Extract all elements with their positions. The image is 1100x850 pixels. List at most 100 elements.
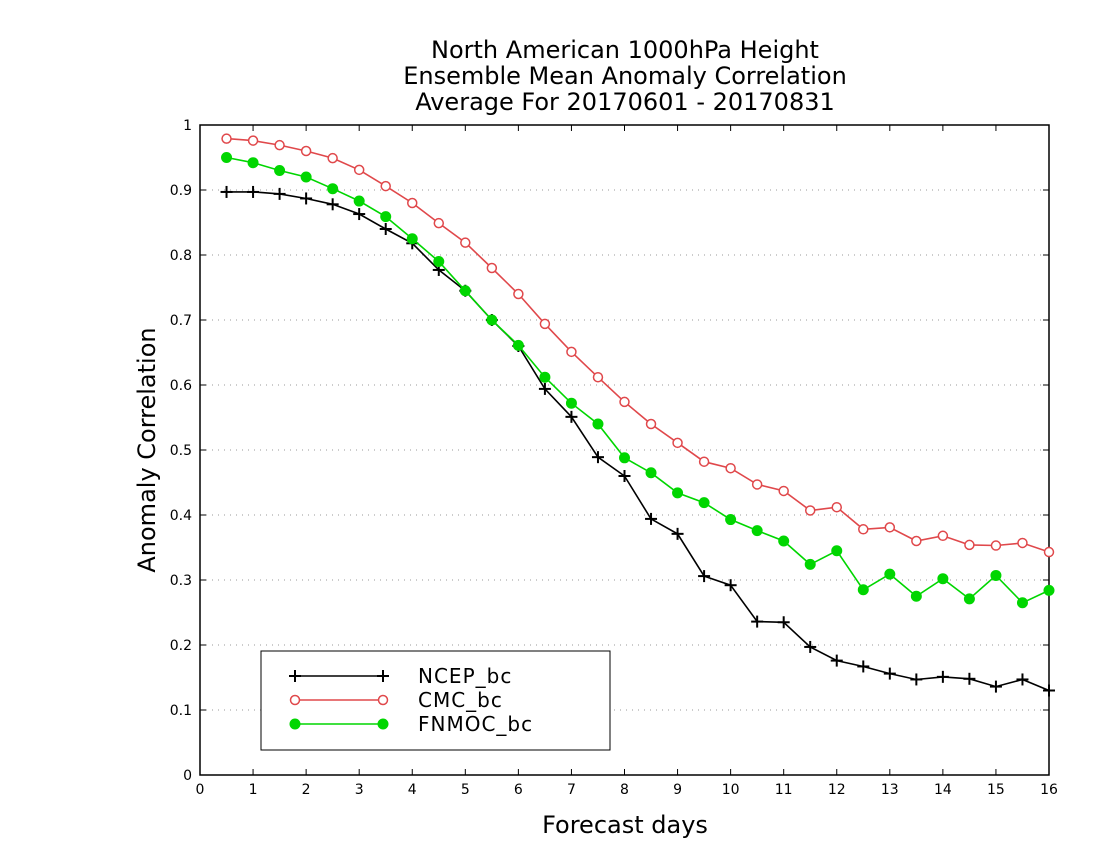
data-point-ncep-bc — [273, 187, 286, 200]
data-point-cmc-bc — [1043, 546, 1055, 558]
data-series — [220, 133, 1055, 697]
legend-marker-start — [289, 670, 301, 682]
x-tick-label: 9 — [673, 782, 682, 798]
x-tick-label: 6 — [514, 782, 523, 798]
data-point-ncep-bc — [591, 451, 604, 464]
data-point-fnmoc-bc — [804, 558, 816, 570]
data-point-cmc-bc — [460, 237, 471, 248]
data-point-ncep-bc — [645, 512, 658, 525]
data-point-ncep-bc — [538, 382, 551, 395]
legend-label: FNMOC_bc — [418, 712, 533, 736]
series-line-fnmoc-bc — [226, 156, 1050, 604]
data-point-cmc-bc — [407, 197, 418, 209]
data-point-ncep-bc — [830, 654, 843, 667]
data-point-ncep-bc — [565, 410, 578, 423]
data-point-fnmoc-bc — [645, 467, 657, 479]
data-point-fnmoc-bc — [300, 171, 312, 183]
y-tick-label: 0.8 — [170, 248, 192, 264]
x-tick-label: 0 — [196, 782, 205, 798]
data-point-cmc-bc — [725, 462, 736, 474]
y-tick-label: 0 — [183, 768, 192, 784]
chart-title-line: Ensemble Mean Anomaly Correlation — [403, 62, 847, 90]
data-point-cmc-bc — [513, 288, 524, 300]
data-point-fnmoc-bc — [433, 256, 445, 267]
y-tick-label: 0.2 — [170, 638, 192, 654]
data-point-ncep-bc — [751, 615, 764, 628]
data-point-fnmoc-bc — [539, 371, 551, 383]
data-point-ncep-bc — [724, 579, 737, 592]
y-axis-label: Anomaly Correlation — [133, 327, 161, 572]
data-point-cmc-bc — [592, 371, 604, 383]
x-tick-label: 11 — [775, 782, 793, 798]
x-tick-label: 4 — [408, 782, 417, 798]
data-point-ncep-bc — [618, 470, 631, 482]
x-tick-label: 12 — [828, 782, 846, 798]
series-fnmoc-bc — [221, 152, 1055, 609]
data-point-fnmoc-bc — [353, 195, 365, 207]
x-tick-label: 7 — [567, 782, 576, 798]
data-point-cmc-bc — [247, 135, 259, 146]
x-tick-label: 16 — [1040, 782, 1058, 798]
data-point-cmc-bc — [539, 318, 551, 330]
legend-marker-start — [289, 694, 301, 706]
data-point-fnmoc-bc — [459, 285, 471, 297]
data-point-fnmoc-bc — [937, 573, 949, 585]
legend-marker-start — [289, 718, 301, 730]
data-point-ncep-bc — [936, 670, 949, 683]
data-point-cmc-bc — [327, 152, 338, 164]
data-point-cmc-bc — [300, 145, 312, 157]
data-point-fnmoc-bc — [778, 535, 790, 547]
x-tick-label: 13 — [881, 782, 899, 798]
legend-label: CMC_bc — [418, 688, 503, 712]
legend-item-ncep-bc: NCEP_bc — [289, 664, 512, 688]
y-tick-label: 0.5 — [170, 443, 192, 459]
data-point-cmc-bc — [804, 505, 816, 516]
data-point-fnmoc-bc — [990, 569, 1002, 581]
data-point-ncep-bc — [300, 192, 313, 205]
data-point-cmc-bc — [778, 485, 789, 497]
series-line-ncep-bc — [226, 191, 1050, 692]
data-point-cmc-bc — [486, 262, 498, 274]
legend-item-cmc-bc: CMC_bc — [289, 688, 503, 712]
x-tick-label: 2 — [302, 782, 311, 798]
data-point-fnmoc-bc — [963, 593, 975, 605]
data-point-cmc-bc — [274, 139, 285, 151]
x-axis-label: Forecast days — [542, 811, 708, 839]
legend-item-fnmoc-bc: FNMOC_bc — [289, 712, 533, 736]
data-point-ncep-bc — [353, 208, 366, 221]
data-point-fnmoc-bc — [1016, 597, 1028, 609]
data-point-cmc-bc — [619, 396, 630, 408]
data-point-ncep-bc — [910, 673, 923, 686]
data-point-ncep-bc — [989, 680, 1002, 693]
data-point-cmc-bc — [1017, 537, 1028, 549]
y-tick-label: 0.4 — [170, 508, 192, 524]
data-point-cmc-bc — [937, 530, 949, 542]
legend-label: NCEP_bc — [418, 664, 512, 688]
data-point-cmc-bc — [858, 524, 869, 535]
y-tick-label: 0.7 — [170, 313, 192, 329]
data-point-cmc-bc — [566, 346, 577, 358]
data-point-cmc-bc — [990, 540, 1002, 551]
data-point-fnmoc-bc — [831, 545, 843, 557]
data-point-fnmoc-bc — [884, 568, 896, 580]
y-tick-label: 0.1 — [170, 703, 192, 719]
x-tick-label: 3 — [355, 782, 364, 798]
data-point-cmc-bc — [433, 217, 445, 229]
data-point-cmc-bc — [911, 535, 922, 547]
data-point-cmc-bc — [221, 133, 232, 144]
x-tick-label: 14 — [934, 782, 952, 798]
legend-marker-end — [377, 718, 389, 730]
data-point-fnmoc-bc — [698, 497, 710, 509]
y-axis: 0 0.1 0.2 0.3 0.4 0.5 0.6 0.7 0.8 0.9 1 — [170, 118, 1049, 784]
data-point-cmc-bc — [353, 164, 365, 176]
series-cmc-bc — [221, 133, 1055, 558]
data-point-ncep-bc — [1043, 684, 1055, 697]
chart-title-line: Average For 20170601 - 20170831 — [415, 88, 835, 116]
data-point-cmc-bc — [380, 180, 391, 192]
y-tick-label: 0.6 — [170, 378, 192, 394]
gridlines — [200, 189, 1049, 711]
data-point-ncep-bc — [777, 616, 790, 629]
x-tick-label: 5 — [461, 782, 470, 798]
data-point-fnmoc-bc — [486, 314, 498, 326]
